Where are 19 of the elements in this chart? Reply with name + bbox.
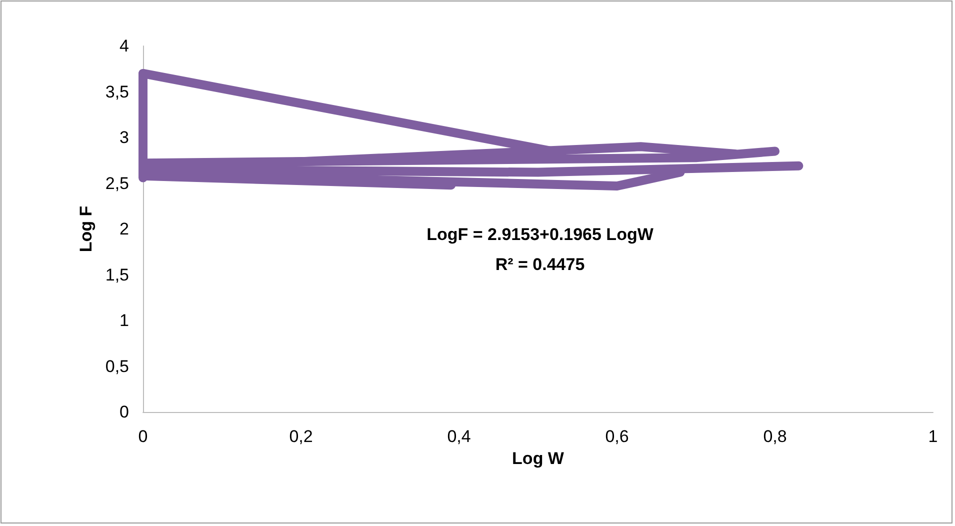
x-tick-label: 0,6 — [605, 427, 629, 446]
y-tick-label: 0 — [120, 402, 129, 422]
y-tick-label: 0,5 — [105, 356, 129, 376]
y-tick-label: 4 — [120, 36, 129, 56]
x-tick-label: 0,4 — [447, 427, 471, 446]
y-tick-label: 2 — [120, 220, 129, 238]
x-tick-label: 0,8 — [763, 427, 787, 446]
y-tick-label: 2,5 — [105, 174, 129, 193]
x-tick-label: 0,2 — [289, 427, 313, 446]
y-tick-label: 3,5 — [105, 82, 129, 102]
y-axis-title: Log F — [76, 206, 96, 252]
x-axis-title: Log W — [512, 449, 565, 468]
x-tick-label: 0 — [138, 427, 148, 446]
x-tick-label: 1 — [928, 427, 938, 446]
y-tick-label: 1,5 — [105, 265, 129, 284]
y-tick-label: 1 — [120, 311, 129, 330]
annotation: R² = 0.4475 — [495, 255, 585, 274]
annotation: LogF = 2.9153+0.1965 LogW — [426, 225, 654, 244]
y-tick-label: 3 — [120, 128, 129, 147]
